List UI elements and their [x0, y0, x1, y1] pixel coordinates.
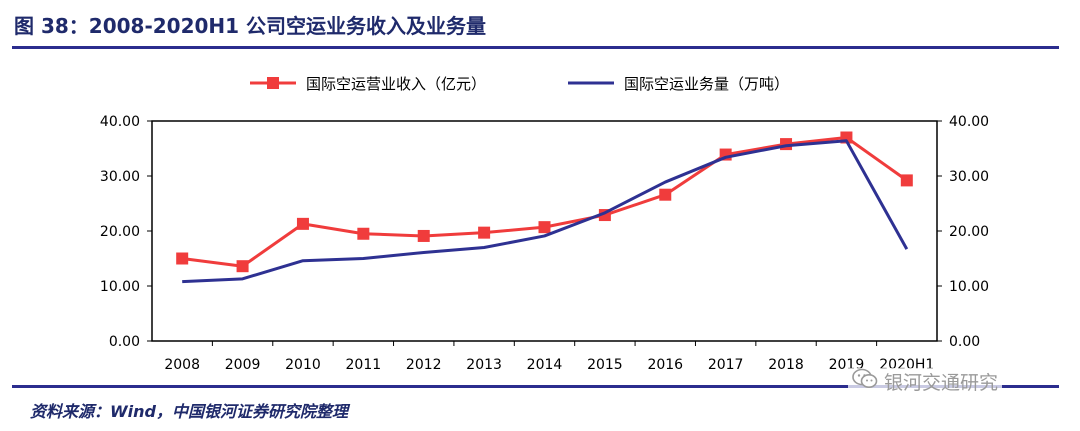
- series-point-0: [900, 174, 913, 187]
- series-point-0: [417, 229, 430, 242]
- series-point-0: [357, 227, 370, 240]
- x-tick-label: 2018: [768, 357, 804, 373]
- series-point-0: [236, 260, 249, 273]
- series-point-0: [478, 226, 491, 239]
- legend-label-1: 国际空运业务量（万吨）: [624, 75, 789, 93]
- series-point-0: [538, 221, 551, 234]
- left-axis-ticks: 0.00 10.00 20.00 30.00 40.00: [100, 114, 152, 350]
- x-tick-label: 2012: [406, 357, 442, 373]
- footer-divider: [12, 385, 1059, 388]
- series-line-0: [182, 136, 908, 268]
- legend-marker-0: [267, 77, 279, 89]
- series-line-1: [182, 139, 909, 284]
- right-tick-label: 10.00: [949, 279, 989, 295]
- right-axis-ticks: 0.00 10.00 20.00 30.00 40.00: [937, 114, 989, 350]
- x-tick-label: 2016: [647, 357, 683, 373]
- source-note: 资料来源：Wind，中国银河证券研究院整理: [30, 402, 348, 421]
- left-tick-label: 0.00: [109, 334, 140, 350]
- legend: 国际空运营业收入（亿元） 国际空运业务量（万吨）: [250, 75, 789, 93]
- x-tick-label: 2015: [587, 357, 623, 373]
- series-point-0: [659, 188, 672, 201]
- wechat-icon: [852, 368, 878, 394]
- left-tick-label: 40.00: [100, 114, 140, 130]
- figure-title: 图 38：2008-2020H1 公司空运业务收入及业务量: [14, 14, 487, 38]
- x-tick-label: 2013: [466, 357, 502, 373]
- x-tick-label: 2011: [346, 357, 382, 373]
- legend-label-0: 国际空运营业收入（亿元）: [306, 75, 486, 93]
- right-tick-label: 30.00: [949, 169, 989, 185]
- series-point-0: [176, 252, 189, 265]
- x-tick-label: 2009: [225, 357, 261, 373]
- right-tick-label: 40.00: [949, 114, 989, 130]
- x-tick-label: 2010: [285, 357, 321, 373]
- x-tick-label: 2017: [708, 357, 744, 373]
- left-tick-label: 20.00: [100, 224, 140, 240]
- left-tick-label: 10.00: [100, 279, 140, 295]
- right-tick-label: 20.00: [949, 224, 989, 240]
- series-point-0: [296, 217, 309, 230]
- x-axis-ticks: 2008 2009 2010 2011 2012 2013 2014 2015 2016 2017…: [164, 341, 934, 373]
- watermark: 银河交通研究: [848, 368, 1003, 394]
- title-divider: [12, 46, 1059, 49]
- x-tick-label: 2008: [164, 357, 200, 373]
- watermark-text: 银河交通研究: [884, 371, 999, 394]
- series-layer: [176, 131, 913, 284]
- x-tick-label: 2014: [527, 357, 563, 373]
- left-tick-label: 30.00: [100, 169, 140, 185]
- right-tick-label: 0.00: [949, 334, 980, 350]
